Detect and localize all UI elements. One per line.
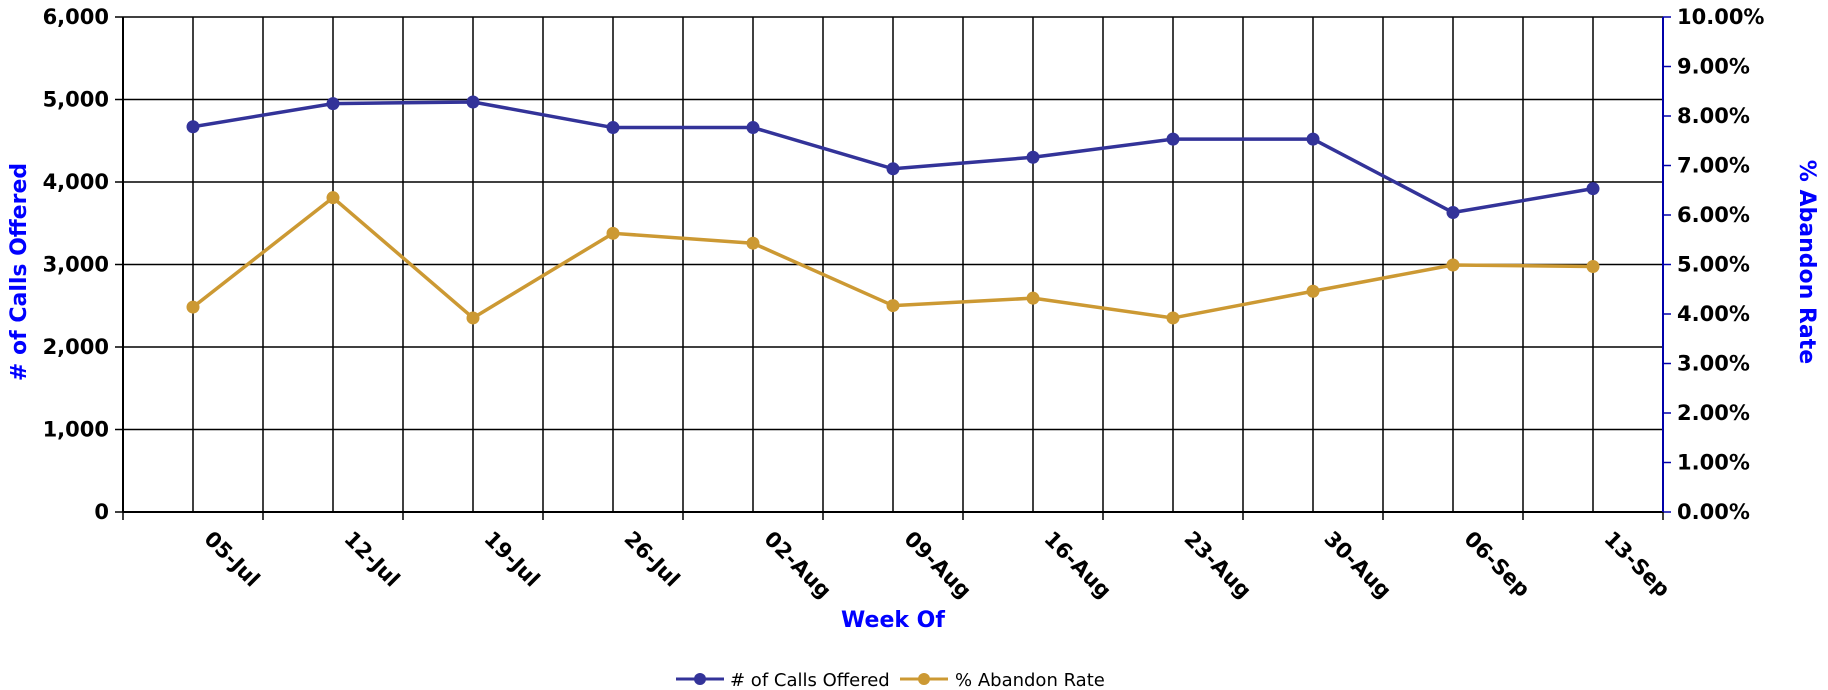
x-axis-tick-labels: 05-Jul 12-Jul 19-Jul 26-Jul 02-Aug 09-Aug 16-A…: [199, 527, 1674, 604]
right-axis-tick-label: 5.00%: [1677, 253, 1750, 277]
calls-offered-point: [186, 120, 200, 134]
grid-lines: [123, 16, 1663, 512]
calls-offered-point: [1586, 182, 1600, 196]
x-axis-tick-label: 06-Sep: [1459, 527, 1534, 602]
right-axis-tick-label: 6.00%: [1677, 203, 1750, 227]
x-axis-tick-label: 23-Aug: [1179, 527, 1256, 604]
legend-item-calls-offered: # of Calls Offered: [676, 670, 890, 690]
abandon-rate-point: [326, 191, 340, 205]
legend: # of Calls Offered % Abandon Rate: [676, 670, 1105, 690]
abandon-rate-point: [466, 311, 480, 325]
right-axis-tick-label: 7.00%: [1677, 154, 1750, 178]
abandon-rate-point: [746, 236, 760, 250]
x-axis-title: Week Of: [841, 608, 945, 633]
abandon-rate-point: [1446, 258, 1460, 272]
left-axis-tick-label: 4,000: [43, 170, 109, 194]
legend-marker-calls-offered: [694, 673, 706, 685]
right-axis-tick-label: 10.00%: [1677, 5, 1764, 29]
legend-item-abandon-rate: % Abandon Rate: [900, 670, 1105, 690]
left-axis-tick-labels: 0 1,000 2,000 3,000 4,000 5,000 6,000: [43, 5, 109, 524]
x-axis-tick-label: 16-Aug: [1039, 527, 1116, 604]
x-axis-tick-label: 05-Jul: [199, 527, 264, 592]
right-axis-tick-labels: 0.00% 1.00% 2.00% 3.00% 4.00% 5.00% 6.00% 7.00%…: [1677, 5, 1764, 524]
x-axis-tick-label: 26-Jul: [619, 527, 684, 592]
right-axis-tick-label: 1.00%: [1677, 451, 1750, 475]
left-axis-tick-label: 5,000: [43, 88, 109, 112]
right-axis-tick-label: 3.00%: [1677, 352, 1750, 376]
x-axis-tick-label: 09-Aug: [899, 527, 976, 604]
abandon-rate-point: [1166, 311, 1180, 325]
y-axis-title: # of Calls Offered: [7, 163, 32, 381]
abandon-rate-point: [186, 300, 200, 314]
abandon-rate-point: [606, 226, 620, 240]
calls-offered-point: [1446, 206, 1460, 220]
x-axis-tick-label: 12-Jul: [339, 527, 404, 592]
calls-offered-point: [746, 121, 760, 135]
axes: [115, 16, 1671, 520]
right-axis-tick-label: 4.00%: [1677, 302, 1750, 326]
legend-label-abandon-rate: % Abandon Rate: [955, 670, 1105, 690]
left-axis-tick-label: 6,000: [43, 5, 109, 29]
right-axis-tick-label: 2.00%: [1677, 401, 1750, 425]
left-axis-tick-label: 2,000: [43, 335, 109, 359]
series-lines: [186, 95, 1600, 325]
abandon-rate-point: [1306, 284, 1320, 298]
right-axis-tick-label: 0.00%: [1677, 500, 1750, 524]
left-axis-tick-label: 0: [94, 500, 109, 524]
calls-offered-point: [1166, 132, 1180, 146]
right-axis-tick-label: 8.00%: [1677, 104, 1750, 128]
calls-offered-point: [886, 162, 900, 176]
calls-offered-point: [606, 121, 620, 135]
abandon-rate-point: [1026, 291, 1040, 305]
left-axis-tick-label: 1,000: [43, 418, 109, 442]
legend-label-calls-offered: # of Calls Offered: [730, 670, 890, 690]
legend-marker-abandon-rate: [918, 673, 930, 685]
calls-offered-point: [326, 97, 340, 111]
abandon-rate-point: [886, 299, 900, 313]
abandon-rate-point: [1586, 259, 1600, 273]
left-axis-tick-label: 3,000: [43, 253, 109, 277]
x-axis-tick-label: 30-Aug: [1319, 527, 1396, 604]
calls-offered-point: [466, 95, 480, 109]
calls-offered-point: [1026, 150, 1040, 164]
calls-offered-point: [1306, 132, 1320, 146]
x-axis-tick-label: 13-Sep: [1599, 527, 1674, 602]
right-axis-tick-label: 9.00%: [1677, 55, 1750, 79]
x-axis-tick-label: 19-Jul: [479, 527, 544, 592]
y2-axis-title: % Abandon Rate: [1794, 160, 1819, 364]
x-axis-tick-label: 02-Aug: [759, 527, 836, 604]
